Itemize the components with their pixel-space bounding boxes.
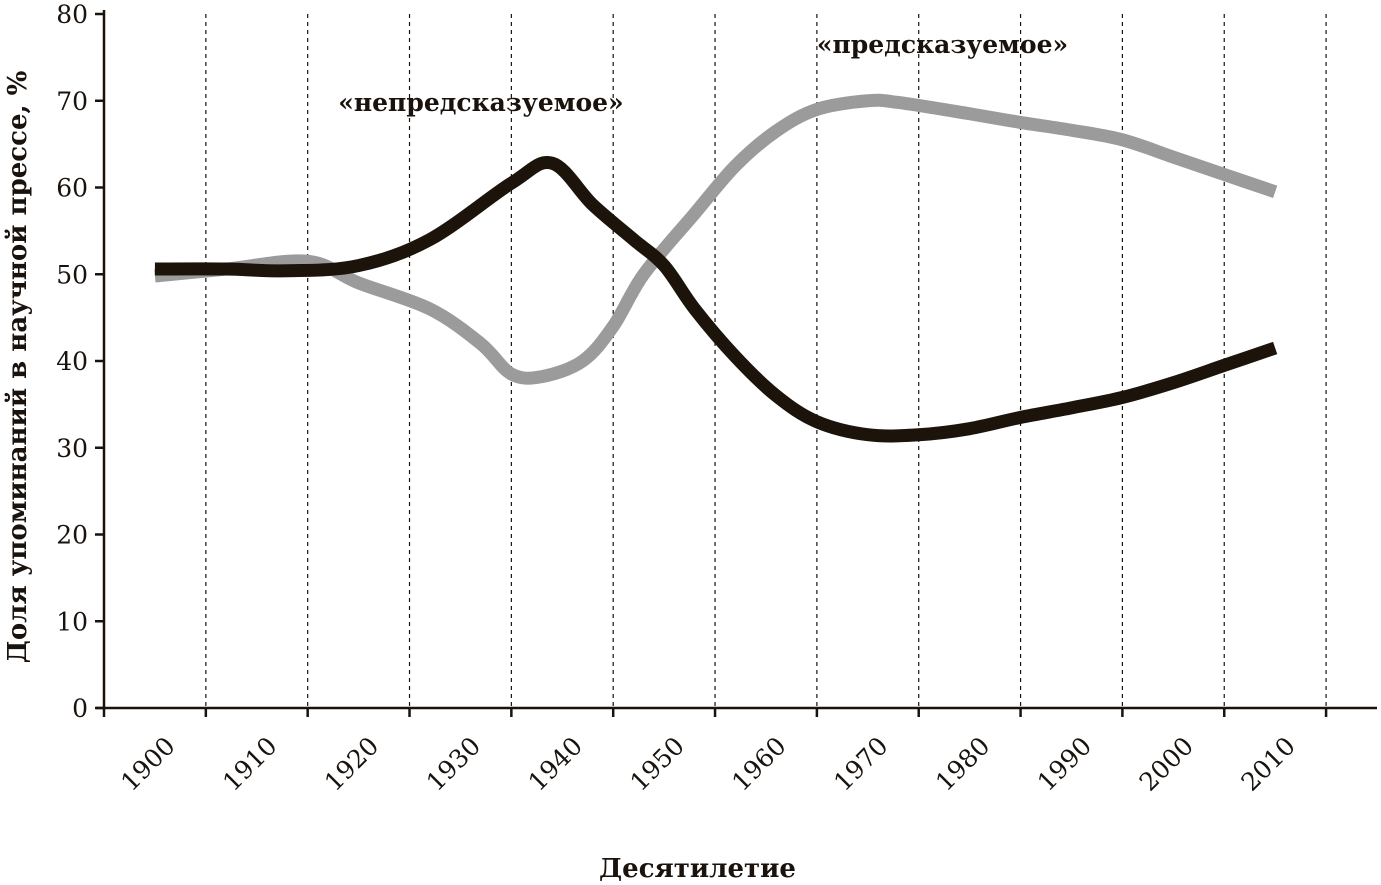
x-tick-label: 1970 [828,731,893,796]
x-tick-label: 1920 [319,731,384,796]
x-tick-label: 1990 [1032,731,1097,796]
y-tick-label: 70 [56,87,88,116]
x-tick-label: 2010 [1235,731,1300,796]
grid-lines [205,14,1327,708]
x-tick-label: 1960 [726,731,791,796]
series-annotation: «предсказуемое» [817,30,1068,59]
y-tick-label: 20 [56,521,88,550]
x-tick-label: 1900 [115,731,180,796]
x-tick-label: 1940 [523,731,588,796]
series-line-predictable [154,93,1278,385]
y-tick-label: 10 [56,607,88,636]
y-tick-label: 40 [56,347,88,376]
x-tick-label: 1930 [421,731,486,796]
x-tick-label: 1980 [930,731,995,796]
series-line-unpredictable [154,156,1278,443]
x-tick-label: 2000 [1134,731,1199,796]
annotations: «непредсказуемое» «предсказуемое» [338,30,1068,117]
x-axis-title: Десятилетие [599,854,796,884]
series-annotation: «непредсказуемое» [338,88,623,117]
y-tick-label: 0 [72,694,88,723]
y-axis-title: Доля упоминаний в научной прессе, % [3,70,33,663]
y-tick-label: 30 [56,434,88,463]
y-tick-label: 60 [56,174,88,203]
y-tick-label: 50 [56,260,88,289]
x-tick-label: 1910 [217,731,282,796]
x-tick-label: 1950 [624,731,689,796]
y-tick-label: 80 [56,0,88,29]
axes [95,10,1377,717]
series-lines [154,93,1278,443]
